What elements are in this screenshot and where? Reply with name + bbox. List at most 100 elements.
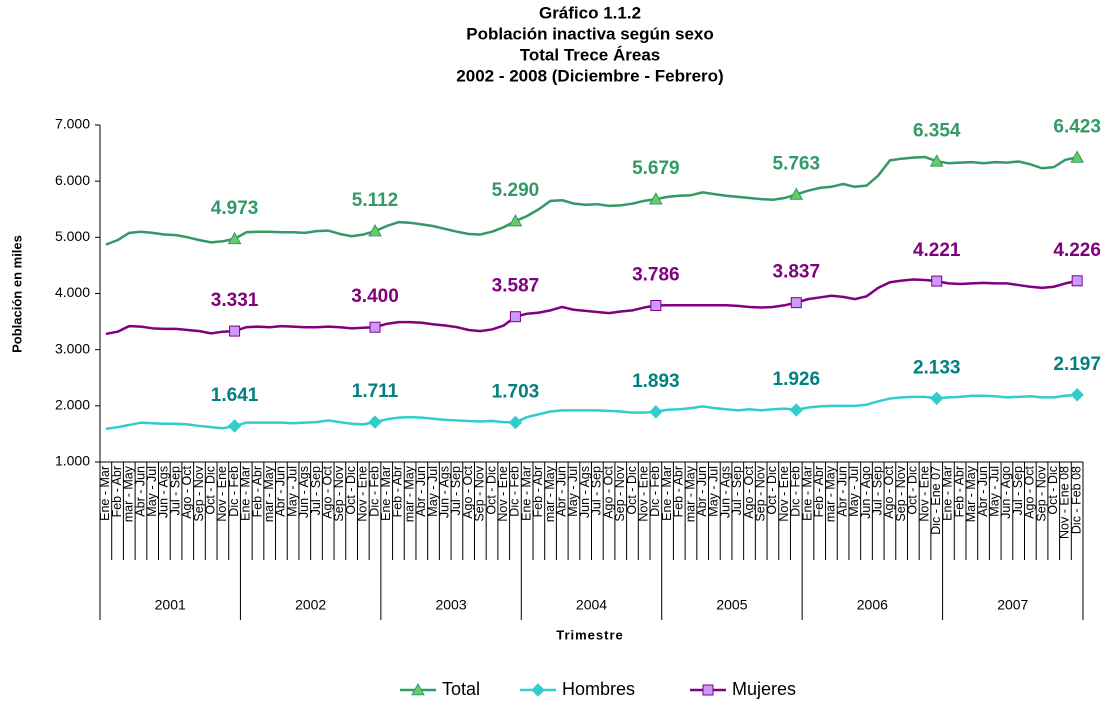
x-tick-label: Mar - May xyxy=(964,465,978,522)
data-label: 2.197 xyxy=(1053,354,1101,375)
x-tick-label: Sep - Nov xyxy=(613,465,627,521)
x-tick-label: Oct - Dic xyxy=(765,466,779,515)
data-label: 3.400 xyxy=(351,286,399,307)
x-tick-label: Abr - Jun xyxy=(274,466,288,517)
marker xyxy=(1071,275,1083,287)
data-label: 5.112 xyxy=(352,190,399,211)
marker xyxy=(368,415,382,429)
x-tick-label: Jul - Sep xyxy=(168,466,182,515)
x-tick-label: Dic - Ene 07 xyxy=(929,466,943,535)
x-tick-label: Jun - Ago xyxy=(999,466,1013,519)
x-tick-label: Feb - Abr xyxy=(110,466,124,517)
x-tick-label: Jul - Sep xyxy=(1011,466,1025,515)
marker xyxy=(369,321,381,333)
group-label: 2002 xyxy=(295,597,326,613)
x-tick-label: Sep - Nov xyxy=(1034,465,1048,521)
x-tick-label: Ago - Oct xyxy=(320,465,334,518)
x-tick-label: Abr - Jun xyxy=(835,466,849,517)
x-tick-label: Jul - Sep xyxy=(871,466,885,515)
x-tick-label: Feb - Abr xyxy=(672,466,686,517)
x-tick-label: Sep - Nov xyxy=(894,465,908,521)
x-tick-label: Nov - Ene 08 xyxy=(1058,466,1072,539)
x-tick-label: mar - May xyxy=(402,465,416,522)
marker xyxy=(227,231,242,245)
x-tick-label: Nov - Ene xyxy=(356,466,370,522)
marker xyxy=(1070,388,1084,402)
series-line xyxy=(105,155,1078,246)
legend-label: Mujeres xyxy=(732,679,796,699)
x-tick-label: Ene - Mar xyxy=(800,466,814,521)
data-label: 3.837 xyxy=(773,262,821,283)
x-tick-label: Nov - Ene xyxy=(215,466,229,522)
x-tick-label: Abr - Jun xyxy=(133,466,147,517)
data-label: 4.226 xyxy=(1053,240,1101,261)
data-label: 1.926 xyxy=(773,369,821,390)
data-label: 1.893 xyxy=(632,371,680,392)
marker xyxy=(650,300,662,312)
x-tick-label: Ene - Mar xyxy=(519,466,533,521)
x-tick-label: Nov - Ene xyxy=(777,466,791,522)
y-axis-title: Población en miles xyxy=(9,235,24,353)
x-tick-label: Jun - Ags xyxy=(718,466,732,518)
x-tick-label: Ago - Oct xyxy=(742,465,756,518)
data-label: 4.221 xyxy=(913,240,961,261)
x-tick-label: Abr - Jun xyxy=(414,466,428,517)
x-tick-label: mar - May xyxy=(824,465,838,522)
x-tick-label: Jun - Ags xyxy=(157,466,171,518)
legend-label: Total xyxy=(442,679,480,699)
x-tick-label: Ago - Oct xyxy=(882,465,896,518)
x-tick-label: Dic - Feb xyxy=(367,466,381,517)
x-tick-label: Dic - Feb xyxy=(789,466,803,517)
x-tick-label: Feb - Abr xyxy=(250,466,264,517)
y-tick-label: 6.000 xyxy=(55,172,90,188)
group-label: 2004 xyxy=(576,597,607,613)
marker xyxy=(702,684,714,696)
x-tick-label: Nov - Ene xyxy=(636,466,650,522)
x-tick-label: Ago - Oct xyxy=(1023,465,1037,518)
x-tick-label: Jul - Sep xyxy=(730,466,744,515)
x-tick-label: Jul - Sep xyxy=(309,466,323,515)
marker xyxy=(790,297,802,309)
data-label: 4.973 xyxy=(211,198,259,219)
data-label: 3.786 xyxy=(632,265,680,286)
marker xyxy=(411,682,425,696)
x-tick-label: Jul - Sep xyxy=(590,466,604,515)
x-tick-label: Ene - Mar xyxy=(660,466,674,521)
x-tick-label: Dic - Feb xyxy=(648,466,662,517)
x-tick-label: Oct - Dic xyxy=(484,466,498,515)
marker xyxy=(789,187,804,200)
marker xyxy=(649,192,663,205)
marker xyxy=(508,415,523,430)
x-tick-label: May - Jul xyxy=(145,466,159,517)
marker xyxy=(229,325,241,337)
x-tick-label: Sep - Nov xyxy=(753,465,767,521)
data-label: 6.354 xyxy=(913,120,961,141)
marker xyxy=(368,224,382,237)
chart-title: Población inactiva según sexo xyxy=(466,24,714,43)
x-tick-label: Abr - Jun xyxy=(976,466,990,517)
marker xyxy=(930,391,944,406)
x-tick-label: Ago - Oct xyxy=(180,465,194,518)
x-tick-label: Feb - Abr xyxy=(952,466,966,517)
marker xyxy=(649,405,663,419)
data-label: 5.290 xyxy=(492,180,540,201)
group-label: 2006 xyxy=(857,597,888,613)
x-tick-label: Abr - Jun xyxy=(695,466,709,517)
x-tick-label: May - Jul xyxy=(426,466,440,517)
x-tick-label: Dic - Feb xyxy=(227,466,241,517)
data-label: 1.641 xyxy=(211,385,259,406)
x-tick-label: mar - May xyxy=(683,465,697,522)
y-tick-label: 7.000 xyxy=(55,116,90,132)
x-tick-label: Feb - Abr xyxy=(531,466,545,517)
group-label: 2003 xyxy=(435,597,466,613)
group-label: 2007 xyxy=(997,597,1028,613)
series-line xyxy=(105,393,1078,431)
x-tick-label: Feb - Abr xyxy=(812,466,826,517)
data-label: 5.763 xyxy=(773,153,821,174)
marker xyxy=(508,214,523,227)
x-tick-label: mar - May xyxy=(543,465,557,522)
chart-title: Total Trece Áreas xyxy=(520,45,660,64)
data-label: 1.703 xyxy=(492,382,540,403)
group-label: 2001 xyxy=(155,597,186,613)
